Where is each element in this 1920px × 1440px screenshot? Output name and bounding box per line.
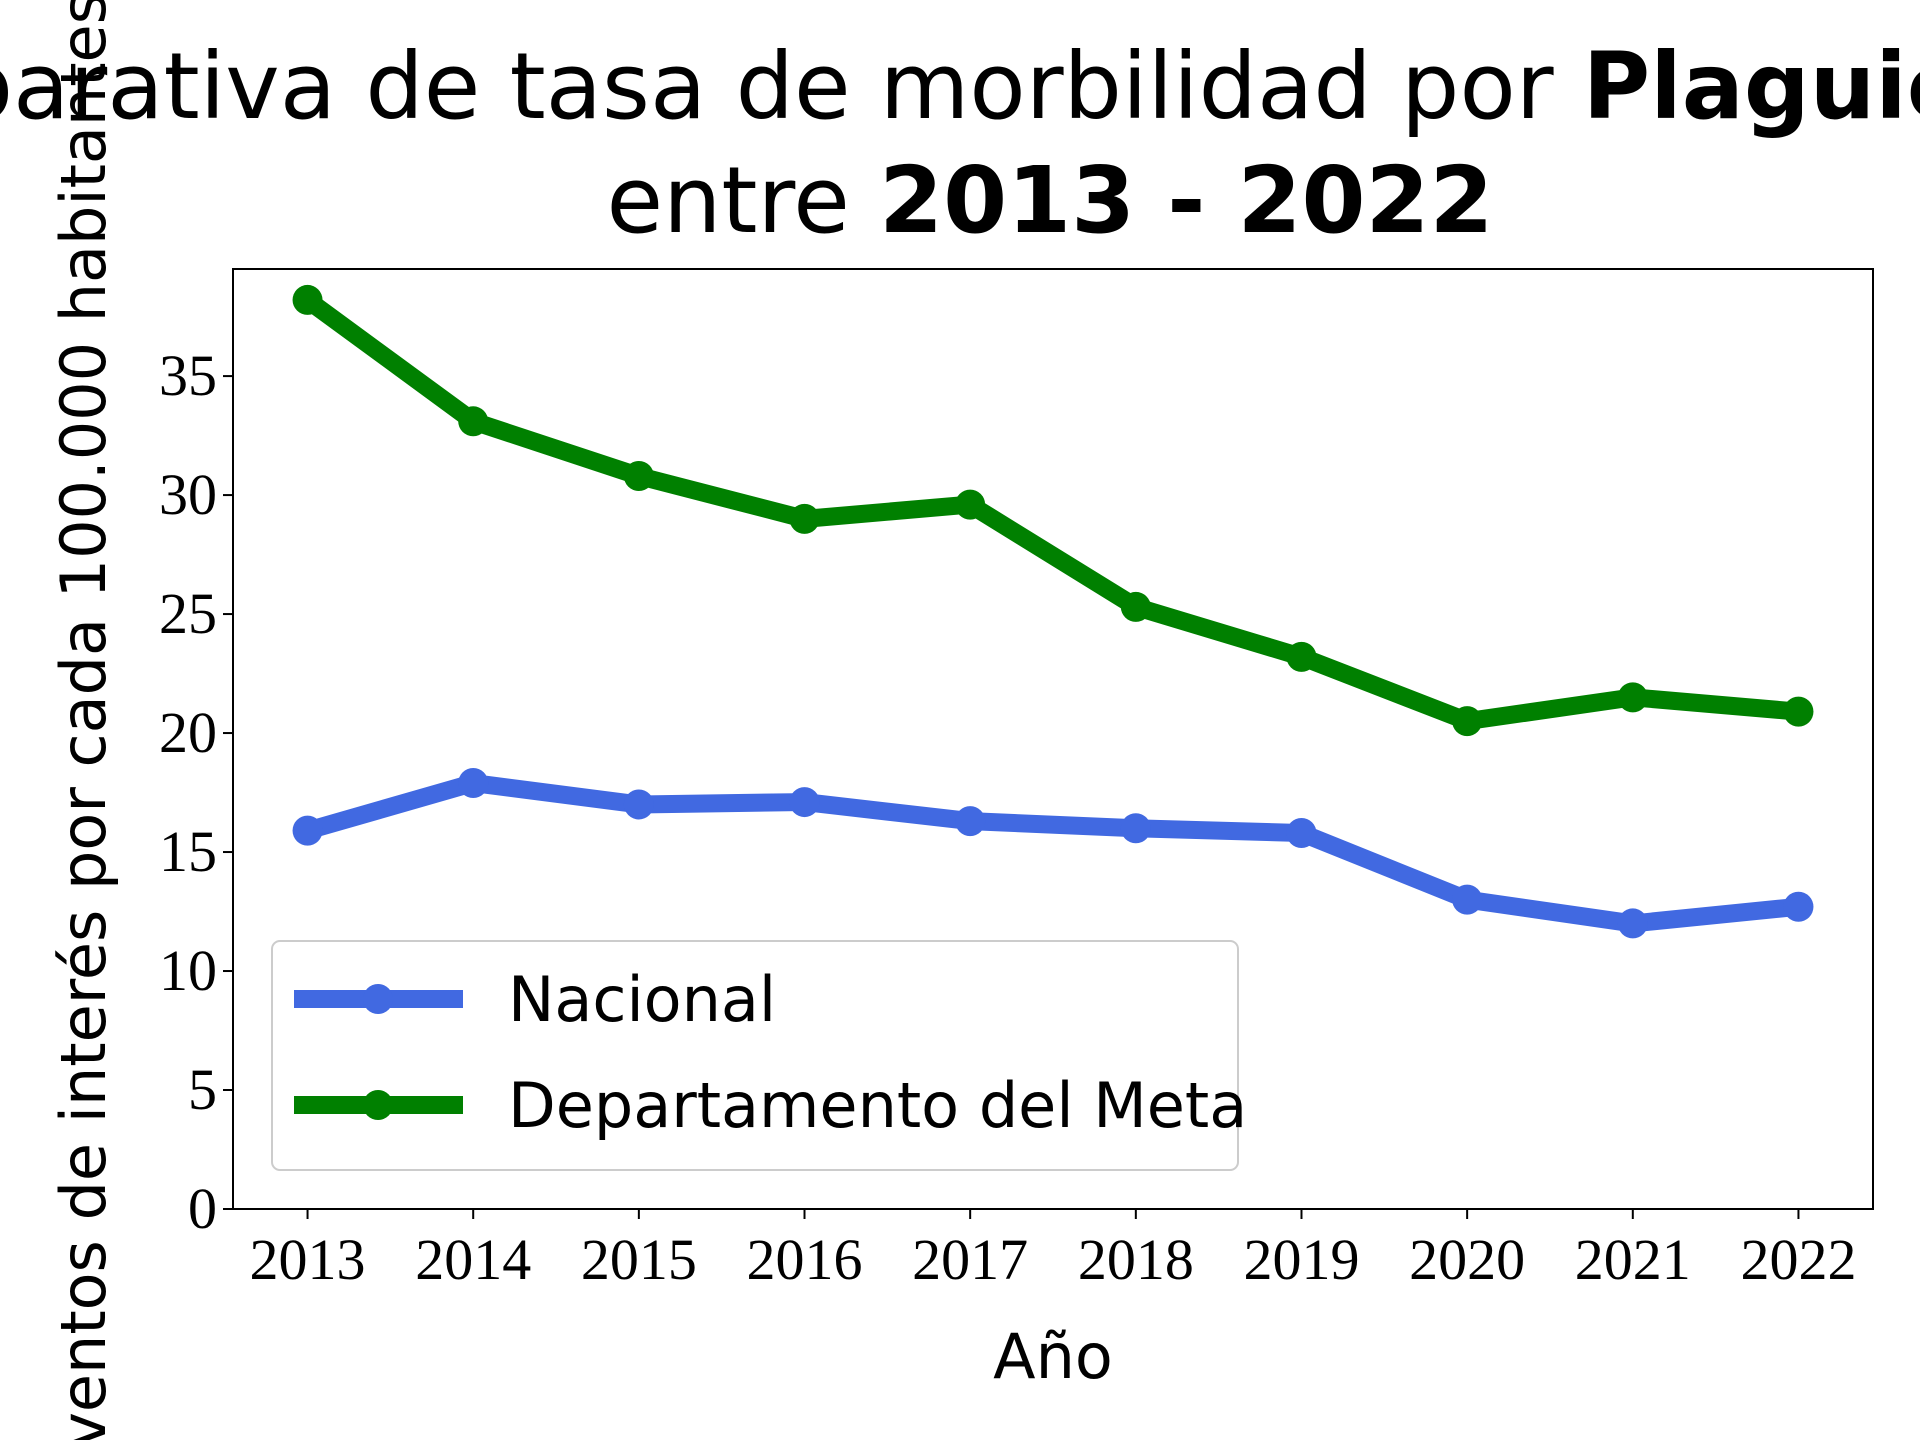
- y-tick-label: 20: [159, 700, 217, 765]
- y-tick-label: 10: [159, 938, 217, 1003]
- data-point: [1286, 641, 1317, 672]
- data-point: [1120, 591, 1151, 622]
- y-tick-label: 0: [188, 1176, 217, 1241]
- data-point: [1617, 908, 1648, 939]
- data-point: [955, 489, 986, 520]
- series-line: [305, 774, 1800, 933]
- title-text: Comparativa de tasa de morbilidad por: [0, 33, 1583, 140]
- x-tick-label: 2013: [250, 1227, 366, 1292]
- data-point: [1783, 891, 1814, 922]
- title-text: entre: [607, 147, 880, 254]
- x-axis-label: Año: [993, 1320, 1113, 1393]
- x-tick-label: 2022: [1740, 1227, 1856, 1292]
- x-tick-label: 2021: [1575, 1227, 1691, 1292]
- y-tick-label: 30: [159, 462, 217, 527]
- data-point: [789, 503, 820, 534]
- x-tick-label: 2014: [415, 1227, 531, 1292]
- x-tick-label: 2018: [1078, 1227, 1194, 1292]
- chart-title-line2: entre 2013 - 2022: [607, 147, 1494, 254]
- plot-frame: [232, 268, 1874, 1210]
- legend-marker: [363, 984, 393, 1014]
- data-point: [955, 806, 986, 837]
- y-tick-label: 25: [159, 581, 217, 646]
- legend-box: [271, 940, 1239, 1171]
- data-point: [1452, 706, 1483, 737]
- data-point: [458, 768, 489, 799]
- data-point: [623, 789, 654, 820]
- legend-label: Departamento del Meta: [508, 1069, 1247, 1142]
- data-point: [292, 284, 323, 315]
- data-point: [1120, 813, 1151, 844]
- data-point: [292, 815, 323, 846]
- x-tick-label: 2015: [581, 1227, 697, 1292]
- data-point: [1617, 682, 1648, 713]
- x-tick-label: 2020: [1409, 1227, 1525, 1292]
- y-axis-label: Eventos de interés por cada 100.000 habi…: [47, 0, 120, 1440]
- data-point: [458, 406, 489, 437]
- y-tick-label: 15: [159, 819, 217, 884]
- data-point: [1452, 884, 1483, 915]
- x-tick-label: 2016: [747, 1227, 863, 1292]
- x-tick-label: 2017: [912, 1227, 1028, 1292]
- chart-title-line1: Comparativa de tasa de morbilidad por Pl…: [0, 33, 1920, 140]
- legend-marker: [363, 1090, 393, 1120]
- data-point: [1286, 818, 1317, 848]
- data-point: [1783, 696, 1814, 727]
- title-bold: Plaguicidas: [1583, 33, 1920, 140]
- x-tick-label: 2019: [1243, 1227, 1359, 1292]
- title-bold: 2013 - 2022: [879, 147, 1493, 254]
- y-tick-label: 5: [188, 1057, 217, 1122]
- series-line: [302, 292, 1800, 731]
- data-point: [623, 461, 654, 492]
- legend-label: Nacional: [508, 963, 776, 1036]
- data-point: [789, 787, 820, 818]
- y-tick-label: 35: [159, 343, 217, 408]
